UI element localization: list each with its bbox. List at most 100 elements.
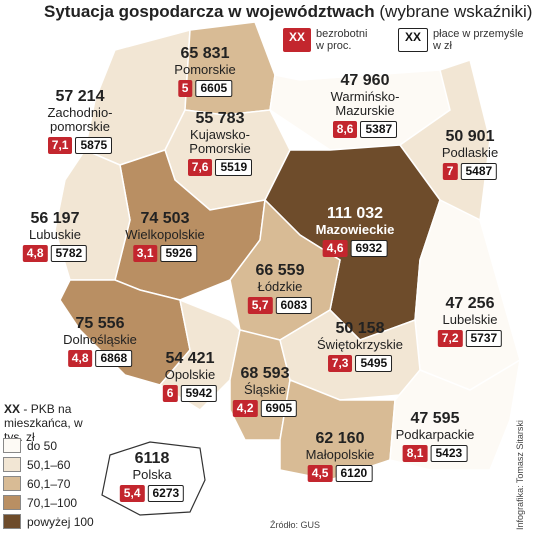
gdp: 74 503 bbox=[140, 210, 190, 227]
unemployment-box: 7,6 bbox=[187, 159, 213, 177]
region-name: Świętokrzyskie bbox=[317, 336, 403, 352]
key-label: - PKB na mieszkańca, w tys. zł bbox=[4, 402, 83, 444]
wage-box: 5519 bbox=[215, 159, 253, 177]
region-label: 54 421 Opolskie 6 5942 bbox=[162, 350, 218, 403]
gdp: 66 559 bbox=[255, 262, 305, 279]
legend-label: 70,1–100 bbox=[27, 495, 78, 510]
key-label: bezrobotni w proc. bbox=[316, 28, 368, 52]
gdp: 56 197 bbox=[30, 210, 80, 227]
region-label: 6118 Polska 5,4 6273 bbox=[119, 450, 185, 503]
gdp: 65 831 bbox=[180, 45, 230, 62]
region-name: Zachodnio-pomorskie bbox=[47, 104, 113, 134]
region-label: 74 503 Wielkopolskie 3,1 5926 bbox=[125, 210, 205, 263]
box-row: 4,6 6932 bbox=[316, 239, 395, 258]
region-name: Wielkopolskie bbox=[125, 226, 205, 242]
region-label: 50 158 Świętokrzyskie 7,3 5495 bbox=[317, 320, 403, 373]
box-row: 6 5942 bbox=[162, 384, 218, 403]
region-shape bbox=[389, 358, 522, 471]
box-row: 8,1 5423 bbox=[396, 444, 475, 463]
box-row: 5 6605 bbox=[174, 79, 235, 98]
gdp: 47 595 bbox=[410, 410, 460, 427]
wage-box: 5782 bbox=[50, 244, 88, 263]
box-row: 4,8 5782 bbox=[22, 244, 88, 263]
region-name: Pomorskie bbox=[174, 61, 236, 77]
unemployment-box: 3,1 bbox=[132, 244, 158, 263]
region-name: Kujawsko-Pomorskie bbox=[189, 126, 251, 156]
credit: Infografika: Tomasz Sitarski bbox=[515, 420, 525, 530]
box-row: 7 5487 bbox=[442, 162, 498, 181]
wage-box: 6120 bbox=[335, 464, 373, 483]
key-gdp: XX - PKB na mieszkańca, w tys. zł bbox=[4, 402, 99, 444]
legend-item: do 50 bbox=[3, 438, 57, 453]
unemployment-box: 4,8 bbox=[22, 244, 48, 263]
wage-box: 6605 bbox=[195, 79, 233, 98]
unemployment-box: 4,2 bbox=[232, 399, 258, 418]
region-label: 68 593 Śląskie 4,2 6905 bbox=[232, 365, 298, 418]
wage-box: 6083 bbox=[275, 296, 313, 315]
box-row: 8,6 5387 bbox=[320, 121, 410, 139]
box-row: 4,2 6905 bbox=[232, 399, 298, 418]
gdp: 111 032 bbox=[326, 205, 384, 222]
unemployment-box: 5 bbox=[177, 79, 193, 98]
box-row: 7,1 5875 bbox=[35, 137, 125, 155]
gdp: 62 160 bbox=[315, 430, 365, 447]
unemployment-box: 4,8 bbox=[67, 349, 93, 368]
region-label: 75 556 Dolnośląskie 4,8 6868 bbox=[63, 315, 137, 368]
region-label: 111 032 Mazowieckie 4,6 6932 bbox=[315, 205, 395, 258]
region-label: 56 197 Lubuskie 4,8 5782 bbox=[22, 210, 88, 263]
unemployment-box: 6 bbox=[162, 384, 178, 403]
region-label: 47 595 Podkarpackie 8,1 5423 bbox=[396, 410, 475, 463]
gdp: 57 214 bbox=[55, 88, 105, 105]
gdp: 55 783 bbox=[195, 110, 245, 127]
legend-swatch bbox=[3, 457, 21, 472]
unemployment-box: 5,7 bbox=[247, 296, 273, 315]
unemployment-box: 5,4 bbox=[119, 484, 145, 503]
source: Źródło: GUS bbox=[270, 520, 321, 530]
box-row: 5,4 6273 bbox=[119, 484, 185, 503]
box-row: 4,5 6120 bbox=[306, 464, 375, 483]
gdp: 47 256 bbox=[445, 295, 495, 312]
title: Sytuacja gospodarcza w województwach bbox=[44, 2, 375, 21]
legend-label: do 50 bbox=[27, 438, 58, 453]
box-row: 3,1 5926 bbox=[125, 244, 204, 263]
legend-swatch bbox=[3, 495, 21, 510]
legend-label: 50,1–60 bbox=[27, 457, 71, 472]
key-wage: XX płace w przemyśle w zł bbox=[398, 28, 533, 52]
gdp: 75 556 bbox=[75, 315, 125, 332]
wage-box: 5387 bbox=[360, 121, 398, 139]
unemployment-box: 4,5 bbox=[307, 464, 333, 483]
region-label: 50 901 Podlaskie 7 5487 bbox=[441, 128, 499, 181]
gdp: 54 421 bbox=[165, 350, 215, 367]
wage-box: 6868 bbox=[95, 349, 133, 368]
gdp: 47 960 bbox=[340, 72, 390, 89]
region-name: Łódzkie bbox=[257, 278, 303, 294]
region-label: 65 831 Pomorskie 5 6605 bbox=[174, 45, 236, 98]
wage-box: 5875 bbox=[75, 137, 113, 155]
wage-box: 5423 bbox=[430, 444, 468, 463]
legend-item: 50,1–60 bbox=[3, 457, 70, 472]
legend-swatch bbox=[3, 514, 21, 529]
region-name: Warmińsko-Mazurskie bbox=[330, 88, 400, 118]
key-box: XX bbox=[398, 28, 429, 52]
region-name: Opolskie bbox=[164, 366, 216, 382]
key-box: XX bbox=[4, 402, 21, 416]
wage-box: 6932 bbox=[350, 239, 388, 258]
box-row: 5,7 6083 bbox=[247, 296, 313, 315]
unemployment-box: 7,3 bbox=[327, 354, 353, 373]
unemployment-box: 7 bbox=[442, 162, 458, 181]
wage-box: 5487 bbox=[460, 162, 498, 181]
legend-label: 60,1–70 bbox=[27, 476, 71, 491]
subtitle: (wybrane wskaźniki) bbox=[379, 2, 533, 21]
region-label: 57 214 Zachodnio-pomorskie 7,1 5875 bbox=[35, 88, 125, 155]
legend-swatch bbox=[3, 476, 21, 491]
region-name: Mazowieckie bbox=[315, 221, 395, 237]
region-name: Lubuskie bbox=[28, 226, 82, 242]
region-name: Śląskie bbox=[244, 381, 286, 397]
region-name: Podlaskie bbox=[441, 144, 499, 160]
region-name: Małopolskie bbox=[305, 446, 375, 462]
key-label: płace w przemyśle w zł bbox=[433, 28, 524, 52]
gdp: 68 593 bbox=[240, 365, 290, 382]
box-row: 7,6 5519 bbox=[175, 159, 265, 177]
legend-item: 70,1–100 bbox=[3, 495, 77, 510]
